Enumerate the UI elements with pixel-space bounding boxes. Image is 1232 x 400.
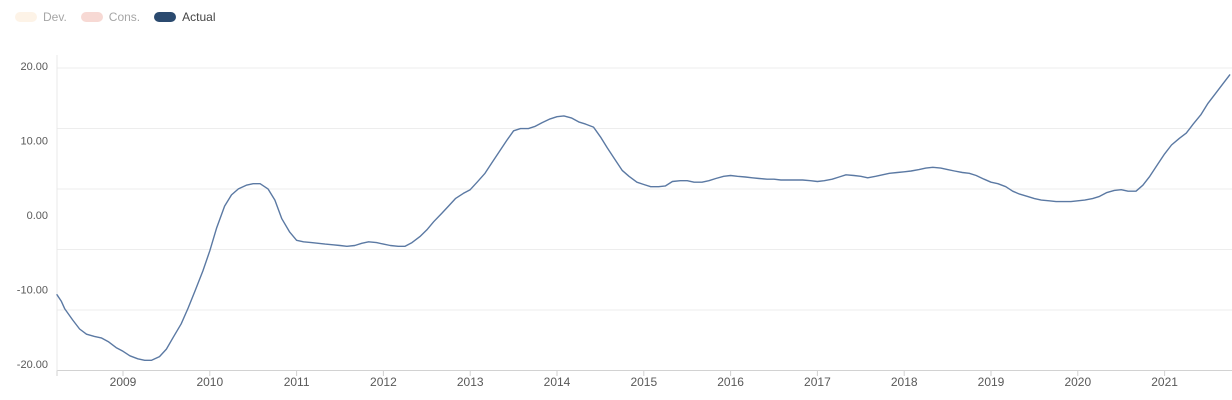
x-tick-label: 2016 — [717, 375, 744, 389]
legend-label-dev: Dev. — [43, 10, 67, 24]
legend-item-actual[interactable]: Actual — [154, 10, 216, 24]
legend-item-cons[interactable]: Cons. — [80, 10, 141, 24]
legend-item-dev[interactable]: Dev. — [15, 11, 67, 23]
legend-label-cons: Cons. — [108, 10, 141, 24]
legend-swatch-actual — [154, 12, 177, 22]
x-tick-label: 2011 — [284, 375, 310, 389]
x-tick-label: 2009 — [110, 375, 137, 389]
legend-label-actual: Actual — [182, 10, 216, 24]
x-tick-label: 2018 — [891, 375, 918, 389]
x-tick-label: 2015 — [630, 375, 657, 389]
x-tick-label: 2010 — [196, 375, 223, 389]
x-tick-label: 2014 — [544, 375, 571, 389]
x-tick-label: 2021 — [1151, 375, 1178, 389]
x-tick-label: 2013 — [457, 375, 484, 389]
legend-swatch-dev — [15, 12, 37, 22]
chart-legend: Dev. Cons. Actual — [15, 11, 216, 23]
x-tick-label: 2019 — [978, 375, 1005, 389]
y-tick-label: 10.00 — [20, 136, 48, 148]
x-tick-label: 2017 — [804, 375, 831, 389]
y-tick-label: -20.00 — [17, 359, 48, 371]
y-tick-label: -10.00 — [17, 285, 48, 297]
legend-swatch-cons — [80, 12, 103, 22]
y-tick-label: 20.00 — [20, 61, 48, 73]
y-tick-label: 0.00 — [27, 210, 48, 222]
x-tick-label: 2020 — [1064, 375, 1091, 389]
x-tick-label: 2012 — [370, 375, 397, 389]
series-line-actual — [56, 74, 1231, 361]
